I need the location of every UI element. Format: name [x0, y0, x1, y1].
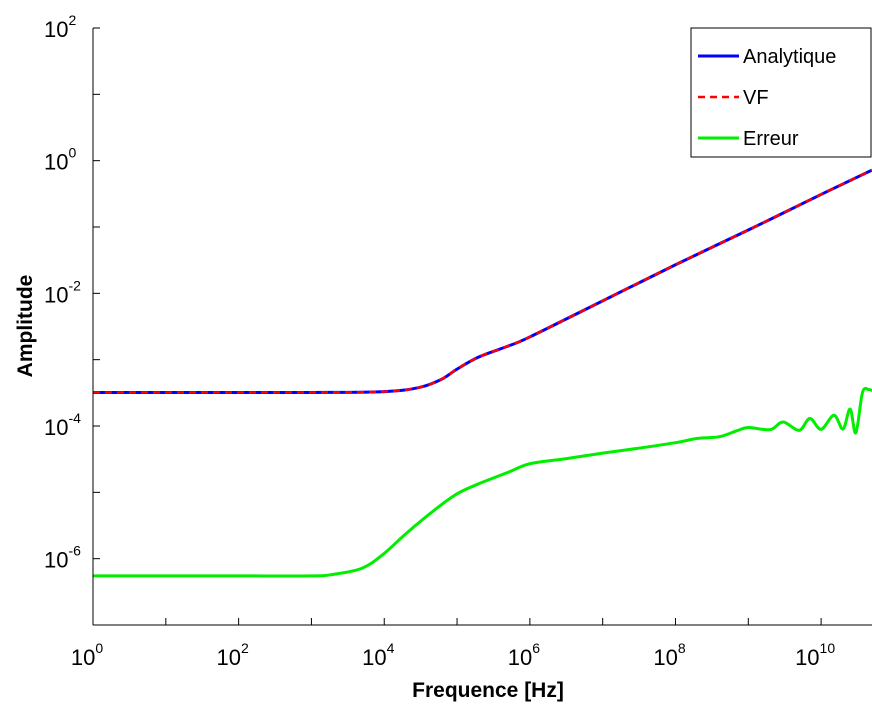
legend-box: [690, 27, 872, 158]
x-tick-label: 1010: [795, 640, 835, 670]
legend-entries: Analytique VF Erreur: [698, 46, 836, 150]
x-tick-label: 104: [362, 640, 394, 670]
y-tick-label: 10-4: [44, 410, 81, 440]
series-line-erreur: [92, 386, 872, 578]
x-tick-label: 100: [71, 640, 103, 670]
axes-layer: [92, 27, 872, 626]
y-tick-label: 10-2: [44, 277, 81, 307]
legend-label-analytique: Analytique: [743, 46, 836, 68]
y-tick-label: 100: [44, 145, 76, 175]
y-tick-label: 102: [44, 12, 76, 42]
y-tick-label: 10-6: [44, 543, 81, 573]
x-tick-label: 108: [653, 640, 685, 670]
legend: Analytique VF Erreur: [690, 27, 872, 158]
y-axis-title: Amplitude: [14, 275, 37, 378]
series-line-vf: [92, 169, 872, 394]
x-tick-label: 102: [216, 640, 248, 670]
x-axis-title: Frequence [Hz]: [412, 679, 564, 702]
legend-label-erreur: Erreur: [743, 128, 799, 150]
series-layer: [92, 168, 872, 578]
x-tick-label: 106: [508, 640, 540, 670]
legend-label-vf: VF: [743, 87, 769, 109]
tick-labels: 100 102 104 106 108 1010 10-6 10-4 10-2 100 102: [44, 12, 835, 670]
